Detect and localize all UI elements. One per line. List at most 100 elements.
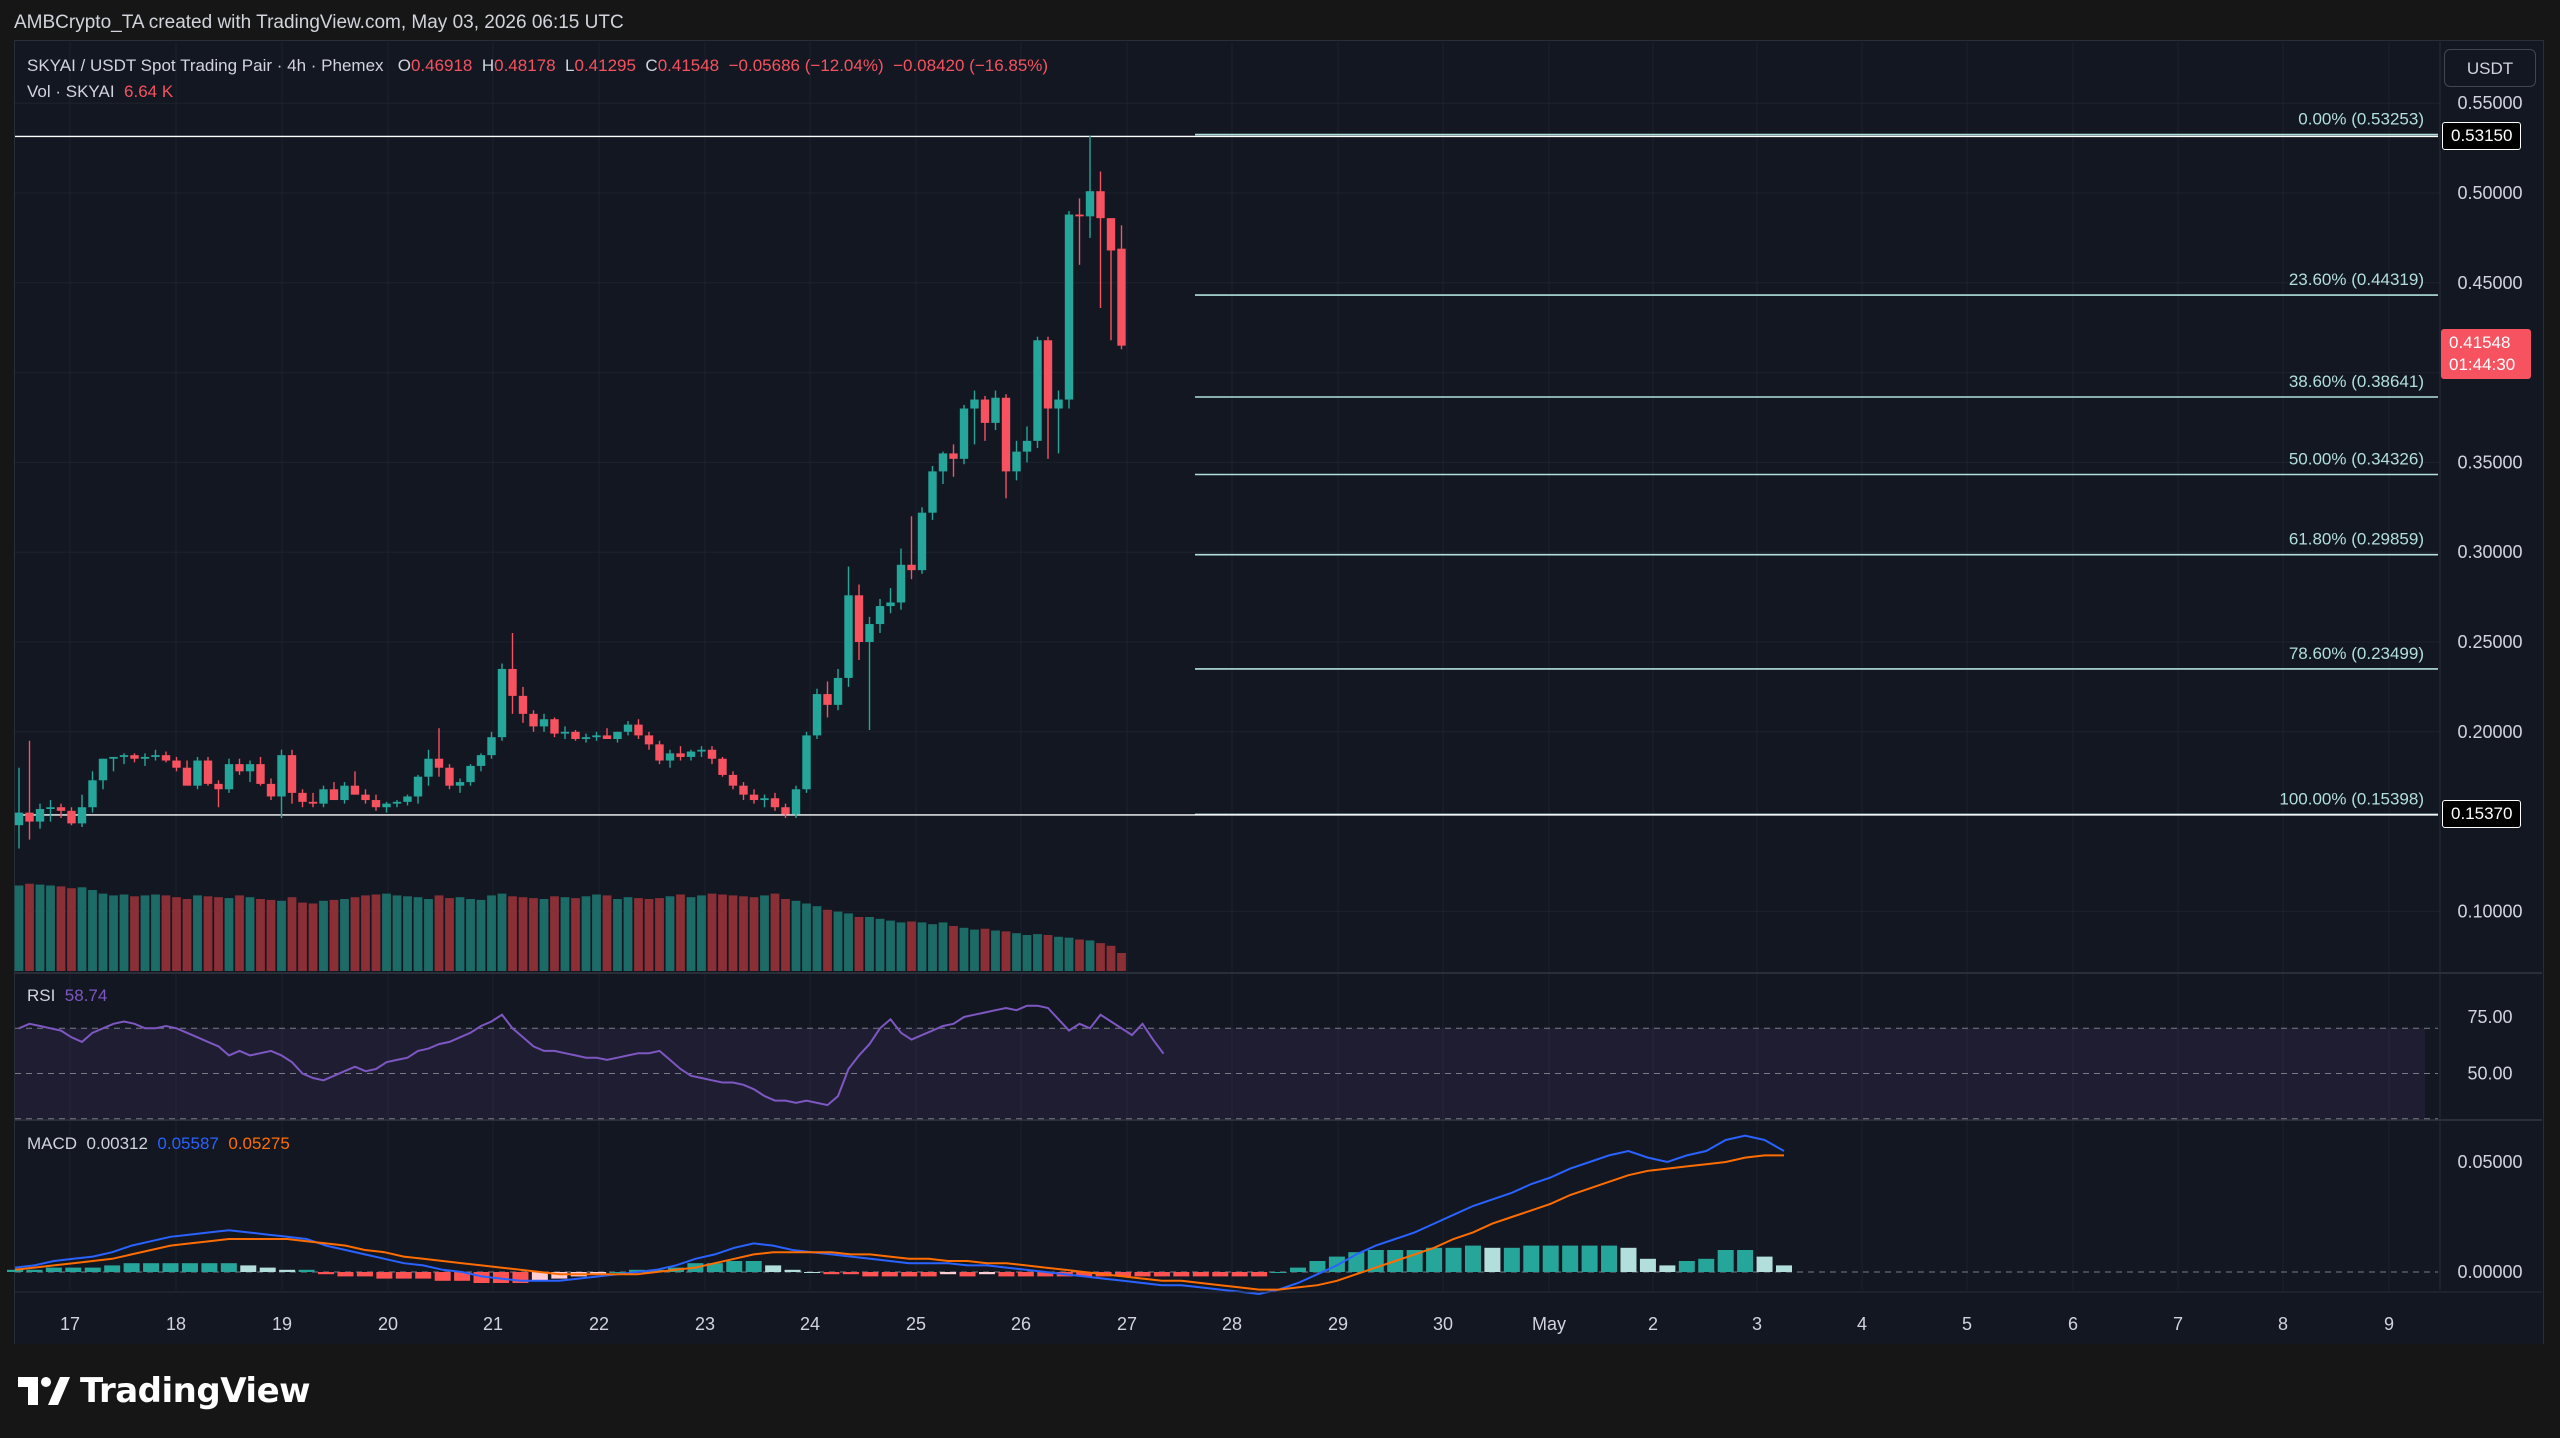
volume-bar	[1085, 940, 1095, 971]
volume-bar	[193, 895, 202, 971]
volume-bar	[613, 899, 622, 971]
volume-bar	[697, 895, 706, 971]
volume-bar	[854, 917, 864, 971]
macd-hist-bar	[648, 1269, 665, 1272]
volume-bar	[770, 893, 780, 971]
open-label: O	[397, 56, 411, 75]
volume-bar	[308, 903, 318, 971]
time-tick-label: 25	[906, 1314, 926, 1334]
symbol-legend: SKYAI / USDT Spot Trading Pair · 4h · Ph…	[27, 56, 1048, 76]
candle-body	[224, 764, 234, 790]
macd-hist-bar	[726, 1261, 743, 1272]
volume-bar	[550, 896, 559, 971]
candle-body	[434, 758, 444, 768]
volume-bar	[1117, 953, 1126, 971]
macd-hist-bar	[959, 1272, 976, 1277]
volume-bar	[466, 899, 475, 971]
volume-bar	[287, 897, 297, 971]
macd-hist-bar	[492, 1272, 509, 1283]
open-value: 0.46918	[410, 56, 473, 75]
candle-body	[928, 471, 937, 513]
time-tick-label: 27	[1117, 1314, 1137, 1334]
volume-bar	[739, 896, 748, 971]
chart-frame[interactable]	[14, 40, 2544, 1346]
macd-hist-bar	[1037, 1272, 1054, 1277]
time-tick-label: 17	[60, 1314, 80, 1334]
volume-bar	[865, 917, 874, 971]
candle-body	[14, 812, 24, 826]
candle-body	[959, 408, 969, 459]
macd-hist-bar	[978, 1272, 995, 1275]
candle-body	[35, 809, 45, 822]
candle-body	[571, 731, 580, 739]
macd-hist-bar	[1523, 1245, 1540, 1272]
volume-bar	[707, 893, 717, 971]
candle-body	[518, 695, 528, 714]
candle-body	[697, 749, 706, 752]
candle-body	[592, 735, 601, 738]
volume-bar	[340, 899, 349, 971]
volume-bar	[151, 894, 160, 971]
macd-hist-bar	[551, 1272, 568, 1279]
candle-body	[1043, 340, 1053, 409]
volume-bar	[602, 895, 612, 971]
macd-hist-bar	[65, 1267, 82, 1272]
candle-body	[413, 776, 423, 797]
volume-label[interactable]: Vol · SKYAI	[27, 82, 115, 101]
currency-button[interactable]: USDT	[2444, 49, 2536, 87]
macd-hist-bar	[1698, 1258, 1715, 1272]
volume-bar	[718, 894, 727, 971]
macd-hist-bar	[123, 1263, 140, 1272]
candle-body	[833, 677, 843, 705]
candle-body	[329, 789, 339, 801]
candle-body	[46, 807, 55, 810]
macd-hist-bar	[240, 1265, 257, 1272]
volume-bar	[665, 896, 675, 971]
macd-hist-bar	[473, 1272, 490, 1283]
volume-bar	[980, 928, 990, 971]
macd-hist-bar	[1659, 1265, 1676, 1272]
macd-hist-bar	[1251, 1272, 1268, 1277]
macd-hist-bar	[862, 1272, 879, 1277]
macd-hist-bar	[1717, 1250, 1734, 1272]
volume-bar	[1033, 934, 1042, 971]
tradingview-logo[interactable]: TradingView	[18, 1371, 311, 1411]
candle-body	[151, 755, 160, 757]
grid	[14, 42, 2542, 1290]
volume-bar	[476, 899, 486, 971]
candle-body	[1001, 397, 1011, 472]
volume-legend: Vol · SKYAI 6.64 K	[27, 82, 173, 102]
volume-bar	[161, 895, 171, 971]
volume-bar	[802, 903, 811, 971]
macd-hist-bar	[356, 1272, 373, 1277]
volume-bar	[676, 894, 685, 971]
volume-bar	[1096, 943, 1105, 971]
volume-bar	[1075, 939, 1084, 971]
rsi-label[interactable]: RSI	[27, 986, 56, 1005]
volume-bar	[959, 927, 969, 971]
macd-hist-bar	[1464, 1245, 1481, 1272]
volume-bar	[991, 930, 1000, 971]
volume-bar	[623, 897, 633, 971]
price-tick-label: 0.50000	[2457, 183, 2522, 203]
candle-body	[266, 783, 276, 797]
macd-pane: 0.05000 0.00000	[7, 1134, 2523, 1296]
volume-bar	[487, 895, 496, 971]
time-tick-label: 2	[1648, 1314, 1658, 1334]
candle-body	[1033, 340, 1042, 441]
macd-hist-bar	[823, 1272, 840, 1275]
macd-hist-bar	[220, 1263, 237, 1272]
macd-hist-bar	[590, 1272, 607, 1275]
macd-hist-bar	[1309, 1261, 1326, 1272]
volume-bar	[917, 922, 927, 971]
candle-body	[823, 694, 832, 705]
price-tick-label: 0.30000	[2457, 542, 2522, 562]
candle-body	[214, 783, 223, 790]
macd-hist-bar	[1212, 1272, 1229, 1277]
candle-body	[1117, 248, 1126, 346]
macd-tick-label: 0.00000	[2457, 1262, 2522, 1282]
candle-body	[476, 755, 486, 766]
symbol-title[interactable]: SKYAI / USDT Spot Trading Pair · 4h · Ph…	[27, 56, 384, 75]
macd-label[interactable]: MACD	[27, 1134, 78, 1153]
